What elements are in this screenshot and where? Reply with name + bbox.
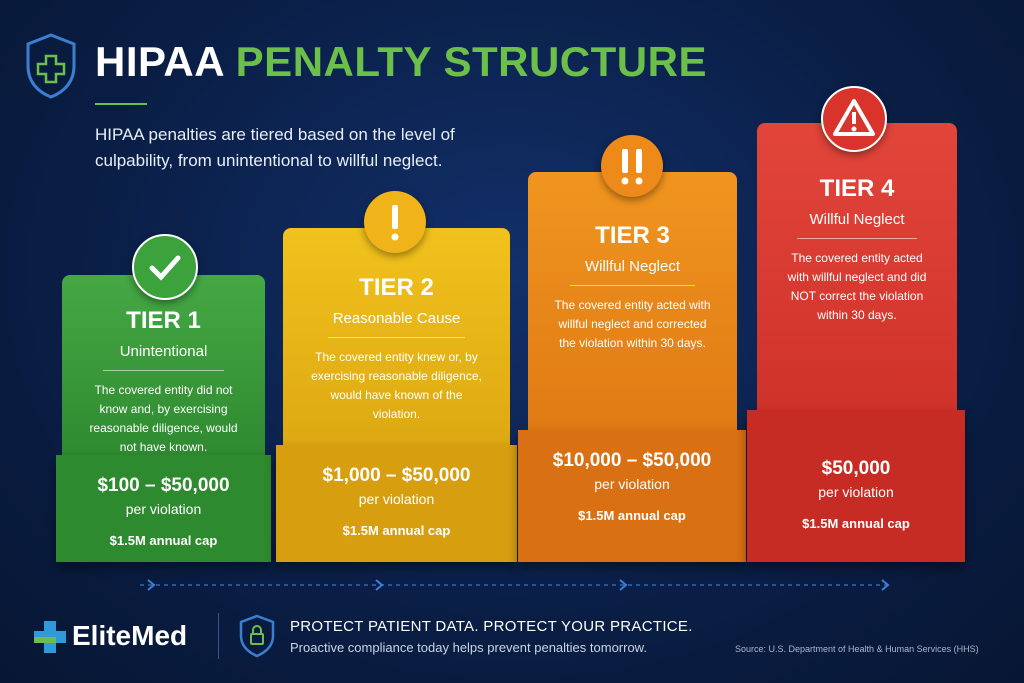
- divider: [569, 285, 696, 286]
- divider: [797, 238, 917, 239]
- penalty: $1,000 – $50,000: [322, 465, 471, 486]
- tier-panel: TIER 2 Reasonable Cause The covered enti…: [283, 228, 510, 447]
- tier-name: Willful Neglect: [584, 258, 681, 275]
- annual-cap: $1.5M annual cap: [342, 523, 451, 538]
- tier-description: The covered entity did not know and, by …: [89, 383, 238, 454]
- divider: [328, 337, 465, 338]
- tier-label: TIER 2: [359, 274, 434, 301]
- footer-headline: PROTECT PATIENT DATA. PROTECT YOUR PRACT…: [290, 618, 693, 635]
- tier-label: TIER 3: [595, 222, 670, 249]
- intro: HIPAA penalties are tiered based on the …: [95, 125, 455, 170]
- penalty-unit: per violation: [358, 491, 435, 507]
- penalty: $100 – $50,000: [97, 475, 230, 496]
- progress-arrows: [140, 579, 890, 591]
- tier-panel: TIER 1 Unintentional The covered entity …: [62, 275, 265, 457]
- annual-cap: $1.5M annual cap: [802, 516, 910, 531]
- penalty-unit: per violation: [594, 476, 670, 492]
- tier-base: $50,000 per violation $1.5M annual cap: [747, 410, 965, 562]
- tier-name: Willful Neglect: [809, 211, 905, 228]
- tier-label: TIER 1: [126, 307, 201, 334]
- tier-description: The covered entity acted with willful ne…: [554, 298, 711, 350]
- tier-name: Reasonable Cause: [332, 310, 461, 327]
- brand-name: EliteMed: [72, 620, 188, 651]
- tier-panel: TIER 4 Willful Neglect The covered entit…: [757, 123, 957, 412]
- title-rest: PENALTY STRUCTURE: [235, 38, 707, 85]
- tier-name: Unintentional: [119, 343, 208, 360]
- tier-base: $100 – $50,000 per violation $1.5M annua…: [56, 455, 271, 562]
- title-lead: HIPAA: [95, 38, 224, 85]
- title: HIPAA PENALTY STRUCTURE: [95, 38, 707, 86]
- tier-base: $10,000 – $50,000 per violation $1.5M an…: [518, 430, 746, 562]
- source: Source: U.S. Department of Health & Huma…: [735, 644, 979, 654]
- penalty-unit: per violation: [125, 501, 202, 517]
- annual-cap: $1.5M annual cap: [578, 508, 686, 523]
- footer-subline: Proactive compliance today helps prevent…: [290, 640, 647, 655]
- check-icon: [132, 234, 198, 300]
- double-exclamation-icon: [601, 135, 663, 197]
- warning-icon: [821, 86, 887, 152]
- brand-logo: [34, 621, 66, 653]
- title-underline: [95, 103, 147, 105]
- divider: [102, 370, 225, 371]
- tier-description: The covered entity acted with willful ne…: [787, 251, 927, 322]
- tier-base: $1,000 – $50,000 per violation $1.5M ann…: [276, 445, 517, 562]
- annual-cap: $1.5M annual cap: [109, 533, 218, 548]
- penalty-unit: per violation: [818, 484, 894, 500]
- shield-icon: [26, 33, 76, 99]
- tier-label: TIER 4: [819, 175, 895, 202]
- penalty: $10,000 – $50,000: [552, 450, 712, 471]
- lock-shield-icon: [239, 614, 275, 658]
- exclamation-icon: [364, 191, 426, 253]
- penalty: $50,000: [821, 458, 891, 479]
- separator: [218, 613, 219, 659]
- tier-panel: TIER 3 Willful Neglect The covered entit…: [528, 172, 737, 432]
- tier-description: The covered entity knew or, by exercisin…: [311, 350, 482, 421]
